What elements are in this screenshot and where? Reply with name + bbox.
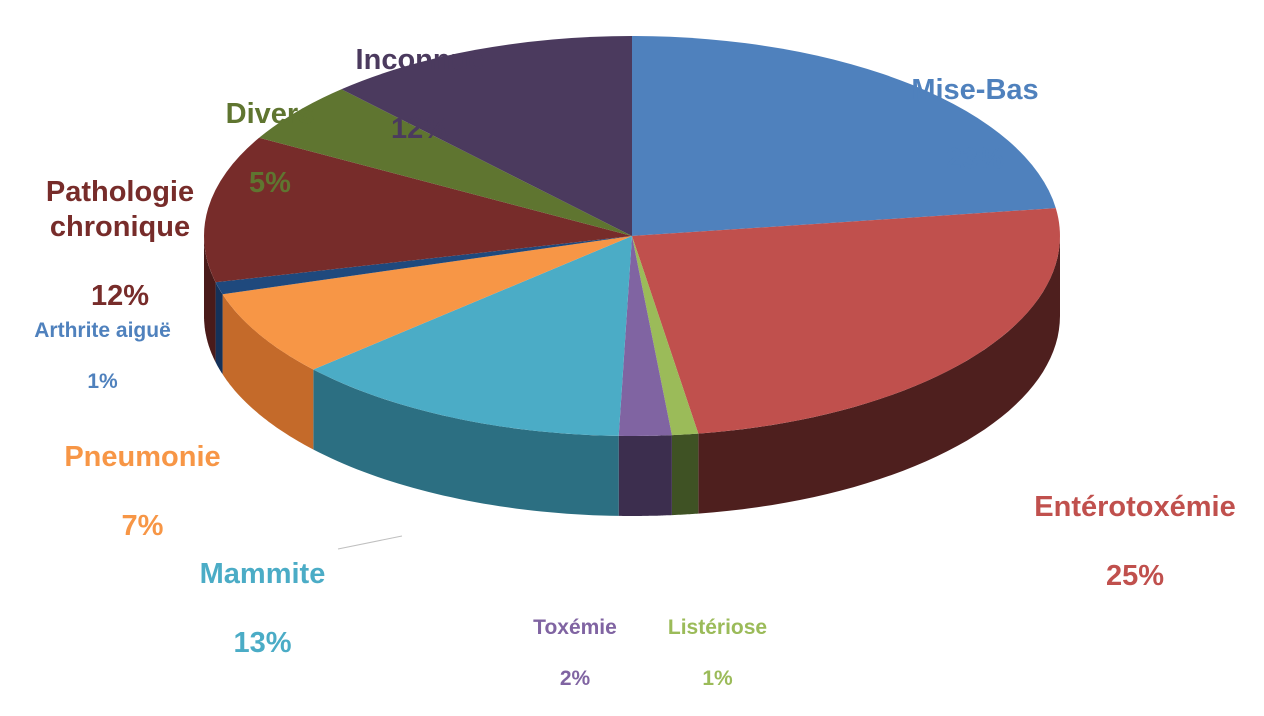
pie-slice-pneumonie — [222, 236, 632, 370]
label-percent: 23% — [945, 143, 1005, 176]
label-listeriose: Listériose 1% — [645, 590, 790, 716]
pie-slice-inconnue — [341, 36, 632, 236]
label-name: Toxémie — [533, 616, 617, 640]
label-percent: 5% — [249, 167, 291, 200]
pie-chart-svg — [204, 36, 1060, 550]
pie-side-pathologie-chronique — [204, 236, 216, 363]
label-enterotoxemie: Entérotoxémie 25% — [1010, 455, 1260, 629]
pie-slice-listeriose — [632, 236, 699, 436]
pie-slice-mise-bas — [632, 36, 1056, 236]
label-mise-bas: Mise-Bas 23% — [900, 38, 1050, 212]
label-name: Pathologie chronique — [45, 175, 195, 243]
label-percent: 13% — [233, 627, 292, 660]
pie-side-listeriose — [671, 433, 699, 516]
label-name: Inconnue — [355, 43, 485, 76]
label-percent: 1% — [87, 369, 118, 393]
pie-slice-mammite — [313, 236, 632, 436]
label-percent: 25% — [1105, 560, 1165, 593]
label-name: Mise-Bas — [911, 73, 1039, 106]
pie-slice-arthrite-aigue — [215, 236, 632, 295]
label-name: Divers — [225, 97, 315, 130]
pie-slice-divers — [259, 89, 632, 236]
label-arthrite-aigue: Arthrite aiguë 1% — [10, 293, 195, 419]
label-divers: Divers 5% — [205, 62, 335, 236]
label-percent: 1% — [702, 666, 733, 690]
label-inconnue: Inconnue 12% — [335, 8, 505, 182]
label-percent: 2% — [559, 666, 591, 690]
pie-side-pneumonie — [222, 294, 314, 450]
label-percent: 7% — [121, 510, 164, 543]
label-percent: 12% — [390, 113, 450, 146]
pie-slice-enterotoxemie — [632, 208, 1060, 434]
label-name: Pneumonie — [64, 440, 221, 473]
pie-slice-toxemie — [618, 236, 672, 436]
pie-side-mammite — [313, 369, 619, 516]
pie-side-arthrite-aigue — [215, 282, 223, 375]
label-name: Entérotoxémie — [1034, 490, 1236, 523]
label-percent: 12% — [90, 280, 150, 313]
pie-slice-pathologie-chronique — [204, 137, 633, 283]
leader-line-mammite — [337, 535, 403, 550]
label-name: Mammite — [199, 557, 326, 590]
pie-chart: Mise-Bas 23% Entérotoxémie 25% Listérios… — [10, 8, 1260, 690]
label-pathologie-chronique: Pathologie chronique 12% — [20, 140, 220, 349]
label-pneumonie: Pneumonie 7% — [45, 405, 240, 579]
label-name: Listériose — [667, 616, 768, 640]
label-mammite: Mammite 13% — [180, 522, 345, 696]
label-toxemie: Toxémie 2% — [510, 590, 640, 716]
label-name: Arthrite aiguë — [34, 319, 171, 343]
pie-side-enterotoxemie — [698, 236, 1060, 514]
pie-side-toxemie — [618, 435, 672, 516]
